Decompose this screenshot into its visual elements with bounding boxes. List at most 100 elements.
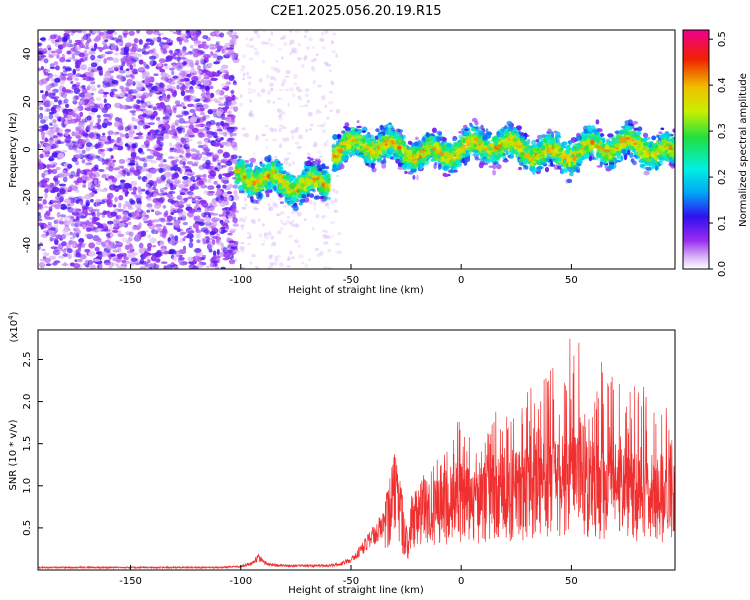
- spectrogram-cell: [209, 262, 215, 268]
- spectrogram-cell: [49, 137, 54, 141]
- spectrogram-cell: [40, 131, 46, 136]
- spectrogram-cell: [189, 45, 194, 49]
- spectrogram-cell: [278, 262, 284, 267]
- spectrogram-cell: [195, 199, 201, 206]
- spectrogram-cell: [107, 220, 114, 225]
- spectrogram-cell: [275, 213, 281, 217]
- spectrogram-cell: [112, 257, 117, 262]
- spectrogram-cell: [128, 30, 135, 36]
- spectrogram-cell: [135, 163, 139, 170]
- spectrogram-cell: [38, 160, 41, 163]
- spectrogram-cell: [176, 56, 181, 62]
- spectrogram-cell: [212, 250, 217, 257]
- spectrogram-cell: [233, 106, 239, 112]
- spectrogram-cell: [110, 211, 117, 217]
- spectrogram-cell: [104, 159, 109, 165]
- spectrogram-cell: [152, 48, 157, 54]
- spectrogram-cell: [186, 30, 190, 34]
- spectrogram-cell: [146, 148, 152, 152]
- spectrogram-cell: [210, 44, 217, 47]
- spectrogram-cell: [82, 30, 87, 35]
- spectrogram-cell: [69, 236, 75, 240]
- spectrogram-cell: [136, 84, 143, 91]
- spectrogram-cell: [656, 134, 660, 138]
- spectrogram-cell: [328, 69, 332, 72]
- spectrogram-cell: [233, 194, 240, 201]
- spectrogram-cell: [80, 253, 87, 260]
- spectrogram-cell: [44, 146, 52, 152]
- spectrogram-cell: [301, 194, 307, 199]
- spectrogram-cell: [216, 135, 221, 141]
- spectrogram-cell: [152, 245, 157, 248]
- spectrogram-cell: [167, 172, 172, 176]
- spectrogram-cell: [265, 146, 268, 149]
- spectrogram-cell: [158, 168, 166, 173]
- spectrogram-cell: [182, 221, 188, 226]
- spectrogram-cell: [263, 232, 267, 237]
- spectrogram-cell: [251, 219, 256, 225]
- spectrogram-cell: [49, 34, 57, 40]
- spectrogram-cell: [141, 51, 150, 55]
- spectrogram-cell: [112, 93, 121, 98]
- spectrogram-cell: [174, 171, 178, 177]
- spectrogram-cell: [278, 117, 283, 121]
- spectrogram-cell: [166, 177, 172, 182]
- spectrogram-cell: [104, 74, 109, 80]
- spectrogram-cell: [59, 220, 65, 225]
- spectrogram-cell: [138, 158, 143, 161]
- spectrogram-cell: [159, 101, 165, 107]
- spectrogram-cell: [337, 232, 342, 236]
- spectrogram-cell: [74, 65, 81, 69]
- spectrogram-cell: [224, 219, 230, 224]
- spectrogram-cell: [133, 225, 140, 230]
- spectrogram-cell: [104, 39, 109, 42]
- spectrogram-cell: [278, 144, 282, 149]
- spectrogram-cell: [278, 47, 282, 52]
- spectrogram-cell: [84, 116, 89, 123]
- spectrogram-cell: [322, 229, 327, 233]
- spectrogram-cell: [186, 173, 194, 176]
- spectrogram-cell: [123, 253, 127, 258]
- spectrogram-cell: [59, 238, 63, 241]
- spectrogram-cell: [146, 30, 154, 35]
- spectrogram-cell: [125, 68, 130, 72]
- spectrogram-cell: [205, 159, 211, 165]
- spectrogram-cell: [569, 172, 574, 177]
- spectrogram-cell: [56, 53, 60, 59]
- spectrogram-cell: [65, 242, 72, 249]
- spectrogram-cell: [195, 150, 200, 154]
- spectrogram-cell: [61, 87, 67, 93]
- spectrogram-cell: [71, 85, 78, 90]
- spectrogram-cell: [192, 186, 200, 190]
- spectrogram-cell: [258, 180, 263, 184]
- spectrogram-cell: [313, 195, 319, 200]
- spectrogram-cell: [186, 203, 191, 207]
- spectrogram-cell: [107, 130, 114, 135]
- spectrogram-cell: [318, 155, 323, 158]
- spectrogram-cell: [81, 85, 86, 90]
- spectrogram-cell: [130, 180, 138, 187]
- spectrogram-cell: [168, 42, 173, 46]
- spectrogram-cell: [153, 73, 159, 77]
- spectrogram-cell: [75, 59, 82, 66]
- spectrogram-cell: [183, 61, 188, 65]
- spectrogram-cell: [178, 249, 186, 254]
- spectrogram-cell: [179, 70, 186, 76]
- spectrogram-cell: [153, 231, 158, 234]
- spectrogram-cell: [81, 244, 86, 248]
- spectrogram-cell: [152, 198, 160, 204]
- spectrogram-cell: [112, 226, 120, 230]
- spectrogram-cell: [125, 87, 130, 92]
- spectrogram-cell: [145, 178, 150, 184]
- spectrogram-cell: [57, 243, 64, 250]
- spectrogram-cell: [128, 123, 136, 127]
- spectrogram-cell: [67, 57, 74, 60]
- spectrogram-cell: [246, 237, 252, 239]
- spectrogram-cell: [672, 128, 675, 133]
- spectrogram-cell: [101, 214, 106, 218]
- spectrogram-cell: [180, 102, 185, 108]
- spectrogram-cell: [217, 198, 223, 204]
- spectrogram-cell: [172, 165, 179, 172]
- spectrogram-cell: [155, 157, 162, 161]
